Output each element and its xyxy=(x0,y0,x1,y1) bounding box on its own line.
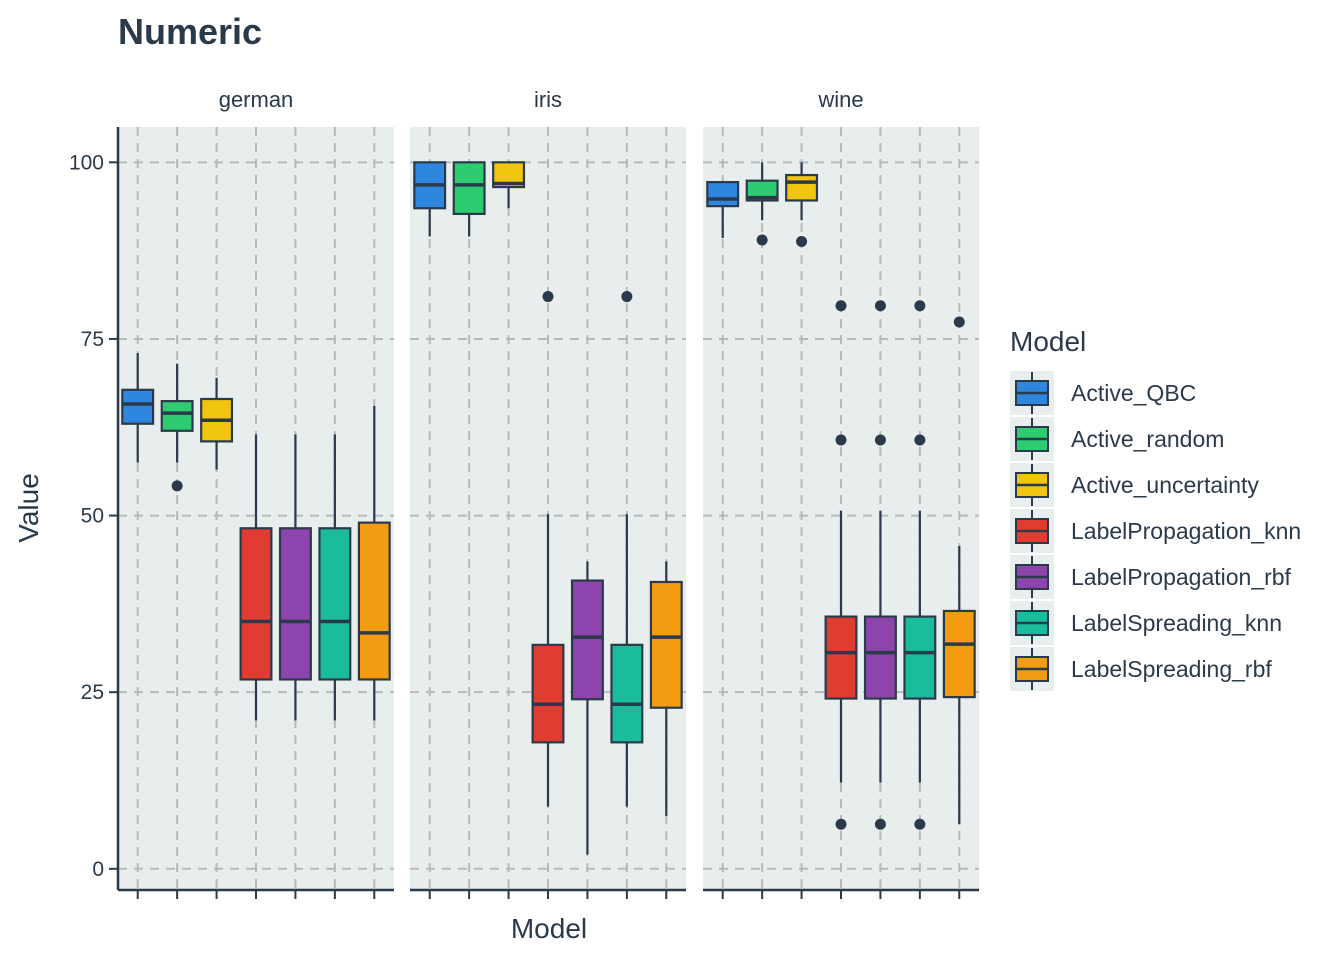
box-iqr xyxy=(785,173,819,202)
box-iqr xyxy=(649,580,683,709)
outlier-point xyxy=(756,234,768,246)
box-iqr xyxy=(942,609,976,699)
legend-item-Active_random: Active_random xyxy=(1010,417,1224,461)
box-iqr xyxy=(239,527,273,681)
facet-label-iris: iris xyxy=(534,87,562,112)
legend-label: LabelPropagation_rbf xyxy=(1071,564,1292,590)
box-wine-LabelPropagation_rbf xyxy=(863,300,897,830)
box-iris-LabelPropagation_knn xyxy=(531,291,565,807)
outlier-point xyxy=(914,300,926,312)
box-german-LabelSpreading_rbf xyxy=(357,406,391,721)
legend-item-Active_QBC: Active_QBC xyxy=(1010,371,1196,415)
facet-panels: german iris wine xyxy=(118,87,979,899)
box-iris-Active_uncertainty xyxy=(492,161,526,209)
box-iris-Active_random xyxy=(452,161,486,237)
legend-label: Active_random xyxy=(1071,426,1224,452)
y-axis: 0 25 50 75 100 xyxy=(69,127,120,890)
outlier-point xyxy=(914,434,926,446)
box-iqr xyxy=(745,179,779,202)
box-iris-LabelSpreading_knn xyxy=(610,291,644,807)
box-iqr xyxy=(706,181,740,208)
box-german-LabelSpreading_knn xyxy=(318,434,352,721)
box-wine-LabelSpreading_rbf xyxy=(942,316,976,825)
box-german-LabelPropagation_knn xyxy=(239,434,273,721)
outlier-point xyxy=(835,300,847,312)
legend-item-Active_uncertainty: Active_uncertainty xyxy=(1010,463,1259,507)
outlier-point xyxy=(171,480,183,492)
box-iqr xyxy=(160,400,194,432)
box-wine-Active_uncertainty xyxy=(785,162,819,247)
outlier-point xyxy=(621,291,633,303)
box-iqr xyxy=(278,527,312,681)
legend-item-LabelSpreading_knn: LabelSpreading_knn xyxy=(1010,601,1282,645)
chart-title: Numeric xyxy=(118,11,262,52)
outlier-point xyxy=(874,300,886,312)
outlier-point xyxy=(796,235,808,247)
legend-label: LabelSpreading_rbf xyxy=(1071,656,1272,682)
y-tick-label: 50 xyxy=(81,505,104,528)
box-iqr xyxy=(121,388,155,425)
box-iqr xyxy=(863,615,897,700)
outlier-point xyxy=(914,818,926,830)
box-german-LabelPropagation_rbf xyxy=(278,434,312,721)
y-tick-label: 100 xyxy=(69,151,104,174)
y-tick-label: 75 xyxy=(81,328,104,351)
box-iqr xyxy=(318,527,352,681)
legend-label: Active_uncertainty xyxy=(1071,472,1259,498)
box-german-Active_QBC xyxy=(121,353,155,463)
legend-label: Active_QBC xyxy=(1071,380,1196,406)
box-wine-LabelSpreading_knn xyxy=(903,300,937,830)
outlier-point xyxy=(953,316,965,328)
box-german-Active_uncertainty xyxy=(200,377,234,470)
legend-title: Model xyxy=(1010,326,1086,357)
box-iris-LabelPropagation_rbf xyxy=(570,561,604,855)
outlier-point xyxy=(874,434,886,446)
y-tick-label: 25 xyxy=(81,681,104,704)
legend-label: LabelPropagation_knn xyxy=(1071,518,1301,544)
panel-wine: wine xyxy=(703,87,979,899)
box-iris-LabelSpreading_rbf xyxy=(649,561,683,816)
y-tick-label: 0 xyxy=(92,858,104,881)
outlier-point xyxy=(542,291,554,303)
box-wine-LabelPropagation_knn xyxy=(824,300,858,830)
box-iqr xyxy=(570,579,604,701)
legend-item-LabelSpreading_rbf: LabelSpreading_rbf xyxy=(1010,647,1272,691)
box-iqr xyxy=(531,643,565,744)
legend-label: LabelSpreading_knn xyxy=(1071,610,1282,636)
legend-item-LabelPropagation_rbf: LabelPropagation_rbf xyxy=(1010,555,1292,599)
x-axis-title: Model xyxy=(511,913,587,944)
box-iqr xyxy=(452,161,486,215)
box-iqr xyxy=(357,521,391,681)
outlier-point xyxy=(874,818,886,830)
panel-iris: iris xyxy=(410,87,686,899)
legend-item-LabelPropagation_knn: LabelPropagation_knn xyxy=(1010,509,1301,553)
facet-label-wine: wine xyxy=(817,87,863,112)
box-iqr xyxy=(903,615,937,700)
box-wine-Active_QBC xyxy=(706,181,740,238)
box-iris-Active_QBC xyxy=(413,161,447,237)
outlier-point xyxy=(835,434,847,446)
outlier-point xyxy=(835,818,847,830)
panel-german: german xyxy=(118,87,394,899)
box-iqr xyxy=(610,643,644,744)
facet-label-german: german xyxy=(219,87,294,112)
y-axis-title: Value xyxy=(13,473,44,543)
box-wine-Active_random xyxy=(745,162,779,246)
box-iqr xyxy=(824,615,858,700)
legend: Model Active_QBC Active_random Active_unce… xyxy=(1010,326,1301,691)
box-german-Active_random xyxy=(160,363,194,492)
